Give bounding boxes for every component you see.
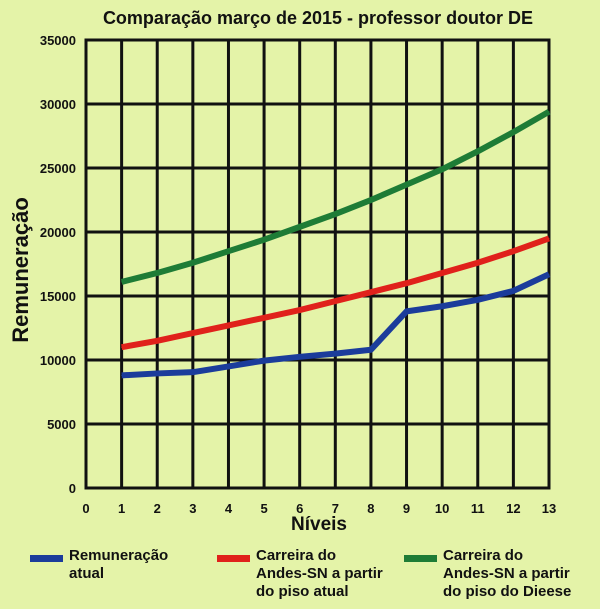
data-point [406,184,408,186]
data-point [512,290,514,292]
data-point [370,349,372,351]
legend-swatch-3 [404,555,437,562]
y-tick-label: 0 [69,481,76,496]
data-point [156,272,158,274]
x-tick-label: 10 [435,501,449,516]
data-point [192,262,194,264]
data-point [548,273,550,275]
data-point [263,317,265,319]
legend-swatch-1 [30,555,63,562]
data-point [406,282,408,284]
x-tick-label: 11 [471,501,485,516]
x-tick-label: 4 [225,501,233,516]
data-point [548,111,550,113]
legend-label: atual [69,565,104,582]
x-tick-label: 7 [332,501,339,516]
x-tick-label: 8 [367,501,374,516]
legend-label: Andes-SN a partir [256,565,383,582]
x-tick-label: 13 [542,501,556,516]
legend-label: Remuneração [69,547,168,564]
data-point [334,300,336,302]
x-tick-label: 5 [260,501,267,516]
data-point [192,332,194,334]
data-point [370,199,372,201]
data-point [121,346,123,348]
data-point [334,213,336,215]
data-point [227,324,229,326]
x-tick-label: 1 [118,501,125,516]
legend-swatch-2 [217,555,250,562]
data-point [156,340,158,342]
data-point [512,250,514,252]
x-tick-label: 12 [506,501,520,516]
data-point [227,365,229,367]
x-tick-label: 2 [154,501,161,516]
y-tick-label: 15000 [40,289,76,304]
y-tick-label: 10000 [40,353,76,368]
data-point [441,272,443,274]
x-axis-label: Níveis [291,514,347,535]
data-point [299,309,301,311]
data-point [477,150,479,152]
chart-title: Comparação março de 2015 - professor dou… [103,8,533,28]
y-axis-label: Remuneração [8,197,33,343]
data-point [477,262,479,264]
data-point [299,356,301,358]
y-tick-label: 5000 [47,417,76,432]
data-point [227,250,229,252]
data-point [334,353,336,355]
y-tick-label: 30000 [40,97,76,112]
data-point [441,305,443,307]
data-point [406,310,408,312]
x-tick-label: 9 [403,501,410,516]
x-tick-label: 6 [296,501,303,516]
legend-label: do piso do Dieese [443,583,571,600]
data-point [121,374,123,376]
data-point [121,281,123,283]
legend-label: Andes-SN a partir [443,565,570,582]
data-point [299,226,301,228]
data-point [477,299,479,301]
data-point [192,371,194,373]
data-point [156,372,158,374]
legend-label: Carreira do [256,547,336,564]
y-tick-label: 35000 [40,33,76,48]
x-tick-label: 0 [82,501,89,516]
data-point [548,237,550,239]
data-point [263,360,265,362]
legend-label: Carreira do [443,547,523,564]
data-point [263,239,265,241]
data-point [512,131,514,133]
y-tick-label: 25000 [40,161,76,176]
data-point [441,168,443,170]
y-tick-label: 20000 [40,225,76,240]
x-tick-label: 3 [189,501,196,516]
legend-label: do piso atual [256,583,349,600]
data-point [370,291,372,293]
